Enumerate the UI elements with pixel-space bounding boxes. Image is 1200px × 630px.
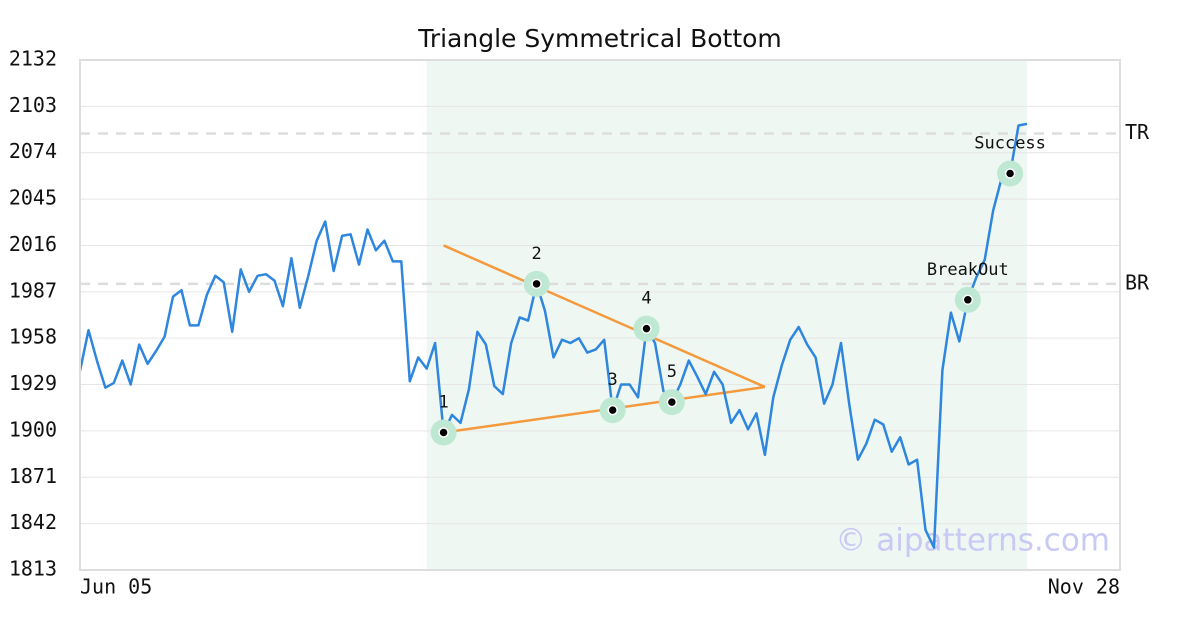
price-line: [78, 122, 1028, 549]
watermark: © aipatterns.com: [835, 523, 1110, 559]
point-label: BreakOut: [927, 260, 1009, 280]
y-tick-label: 1929: [9, 371, 57, 395]
point-dot: [641, 323, 652, 334]
reference-label: BR: [1125, 270, 1150, 294]
point-label: Success: [974, 134, 1046, 154]
y-tick-label: 1813: [9, 557, 57, 581]
x-tick-label: Jun 05: [80, 575, 152, 599]
point-label: 3: [608, 370, 618, 390]
y-tick-label: 2016: [9, 232, 57, 256]
point-dot: [1004, 168, 1016, 179]
y-tick-label: 1842: [9, 510, 57, 534]
point-dot: [438, 427, 449, 438]
y-tick-label: 1987: [9, 278, 57, 302]
y-tick-label: 2074: [9, 139, 57, 163]
point-label: 2: [531, 244, 541, 264]
point-label: 1: [438, 393, 448, 413]
point-dot: [962, 294, 974, 306]
x-tick-label: Nov 28: [1048, 575, 1120, 599]
point-dot: [531, 278, 542, 290]
y-tick-label: 1958: [9, 325, 57, 349]
y-tick-label: 2045: [9, 186, 57, 210]
y-tick-label: 2103: [9, 93, 57, 117]
y-tick-label: 1900: [9, 417, 57, 441]
point-label: 4: [641, 289, 651, 309]
point-dot: [666, 396, 678, 408]
y-tick-label: 2132: [9, 47, 57, 71]
reference-label: TR: [1125, 120, 1150, 144]
point-dot: [607, 404, 618, 416]
triangle-line: [443, 244, 766, 389]
y-tick-label: 1871: [9, 464, 57, 488]
pattern-region: [426, 60, 1027, 570]
chart-title: Triangle Symmetrical Bottom: [417, 24, 782, 53]
plot-border: [79, 59, 1121, 571]
point-label: 5: [667, 362, 677, 382]
